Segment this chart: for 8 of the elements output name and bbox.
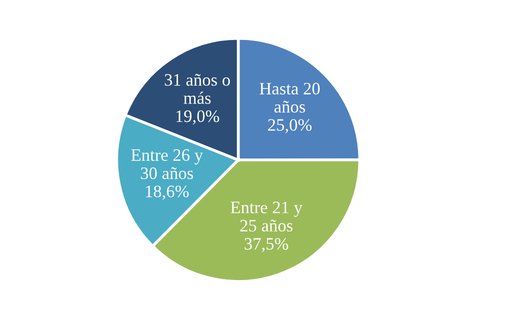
slice-label: Entre 26 y 30 años — [131, 149, 203, 180]
data-label: 18,6% — [146, 186, 189, 200]
data-label: 37,5% — [244, 238, 288, 252]
slice-label: Entre 21 y 25 años — [230, 202, 302, 232]
data-label: 25,0% — [268, 119, 312, 134]
slice-label: 31 años o más — [164, 74, 230, 104]
data-label: 19,0% — [176, 110, 220, 125]
slice-label: Hasta 20 años — [260, 82, 320, 113]
